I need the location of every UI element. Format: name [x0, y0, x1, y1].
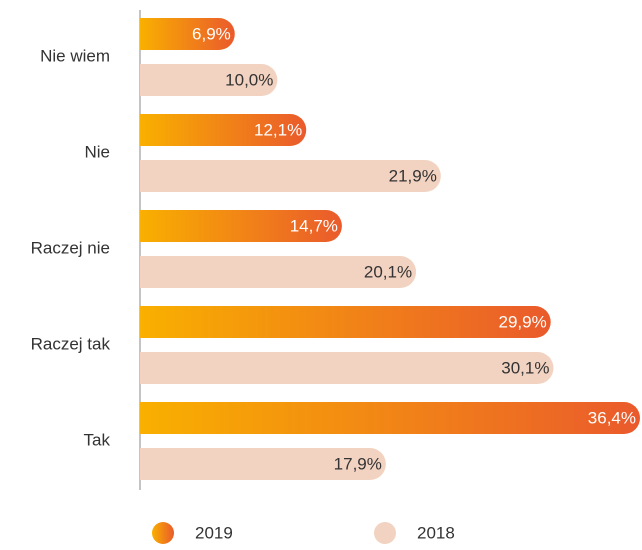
value-label: 29,9%: [499, 312, 547, 331]
bar: [140, 160, 441, 192]
category-label: Tak: [84, 430, 111, 449]
value-label: 30,1%: [501, 358, 549, 377]
bar: [140, 402, 640, 434]
bar: [140, 352, 554, 384]
bar: [140, 18, 235, 50]
bar: [140, 210, 342, 242]
bar: [140, 448, 386, 480]
value-label: 14,7%: [290, 216, 338, 235]
value-label: 20,1%: [364, 262, 412, 281]
category-label: Raczej nie: [31, 238, 110, 257]
legend-label: 2019: [195, 523, 233, 542]
value-label: 6,9%: [192, 24, 231, 43]
value-label: 36,4%: [588, 408, 636, 427]
category-label: Nie wiem: [40, 46, 110, 65]
legend-swatch: [152, 522, 174, 544]
value-label: 21,9%: [389, 166, 437, 185]
legend-swatch: [374, 522, 396, 544]
bar: [140, 114, 307, 146]
bar: [140, 306, 551, 338]
bar: [140, 64, 278, 96]
value-label: 12,1%: [254, 120, 302, 139]
category-label: Nie: [84, 142, 110, 161]
category-label: Raczej tak: [31, 334, 111, 353]
legend-label: 2018: [417, 523, 455, 542]
value-label: 17,9%: [334, 454, 382, 473]
value-label: 10,0%: [225, 70, 273, 89]
bar: [140, 256, 417, 288]
